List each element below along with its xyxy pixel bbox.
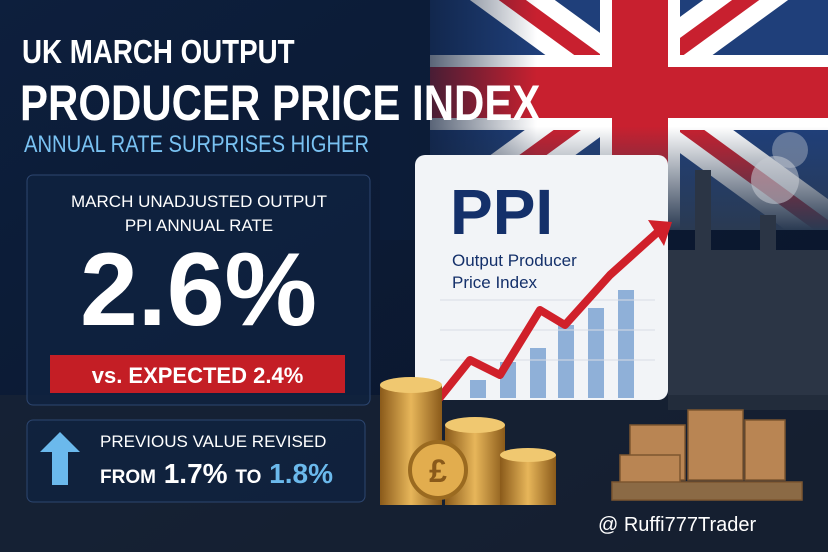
main-panel	[26, 174, 371, 406]
up-arrow	[40, 432, 80, 485]
svg-text:£: £	[429, 453, 447, 489]
coins: £	[380, 377, 556, 505]
to-value: 1.8%	[269, 458, 333, 489]
panel-label: MARCH UNADJUSTED OUTPUT PPI ANNUAL RATE	[71, 192, 327, 235]
subtitle: ANNUAL RATE SURPRISES HIGHER	[24, 131, 370, 158]
title-line2: PRODUCER PRICE INDEX	[20, 75, 541, 131]
revision-line2: FROM 1.7% TO 1.8%	[100, 458, 333, 490]
revision-line1: PREVIOUS VALUE REVISED	[100, 432, 327, 451]
watermark: @ Ruffi777Trader	[598, 514, 757, 536]
from-value: 1.7%	[163, 458, 228, 489]
revision-panel	[26, 419, 366, 503]
expected-banner	[50, 355, 345, 393]
card-subtitle: Output Producer Price Index	[452, 251, 577, 292]
title-line1: UK MARCH OUTPUT	[22, 33, 295, 70]
card-title: PPI	[450, 176, 554, 248]
boxes	[611, 409, 803, 501]
expected-text: vs. EXPECTED 2.4%	[91, 363, 304, 388]
to-word: TO	[235, 467, 262, 488]
ppi-card	[415, 155, 672, 403]
main-value: 2.6%	[79, 232, 318, 348]
from-word: FROM	[100, 467, 156, 488]
